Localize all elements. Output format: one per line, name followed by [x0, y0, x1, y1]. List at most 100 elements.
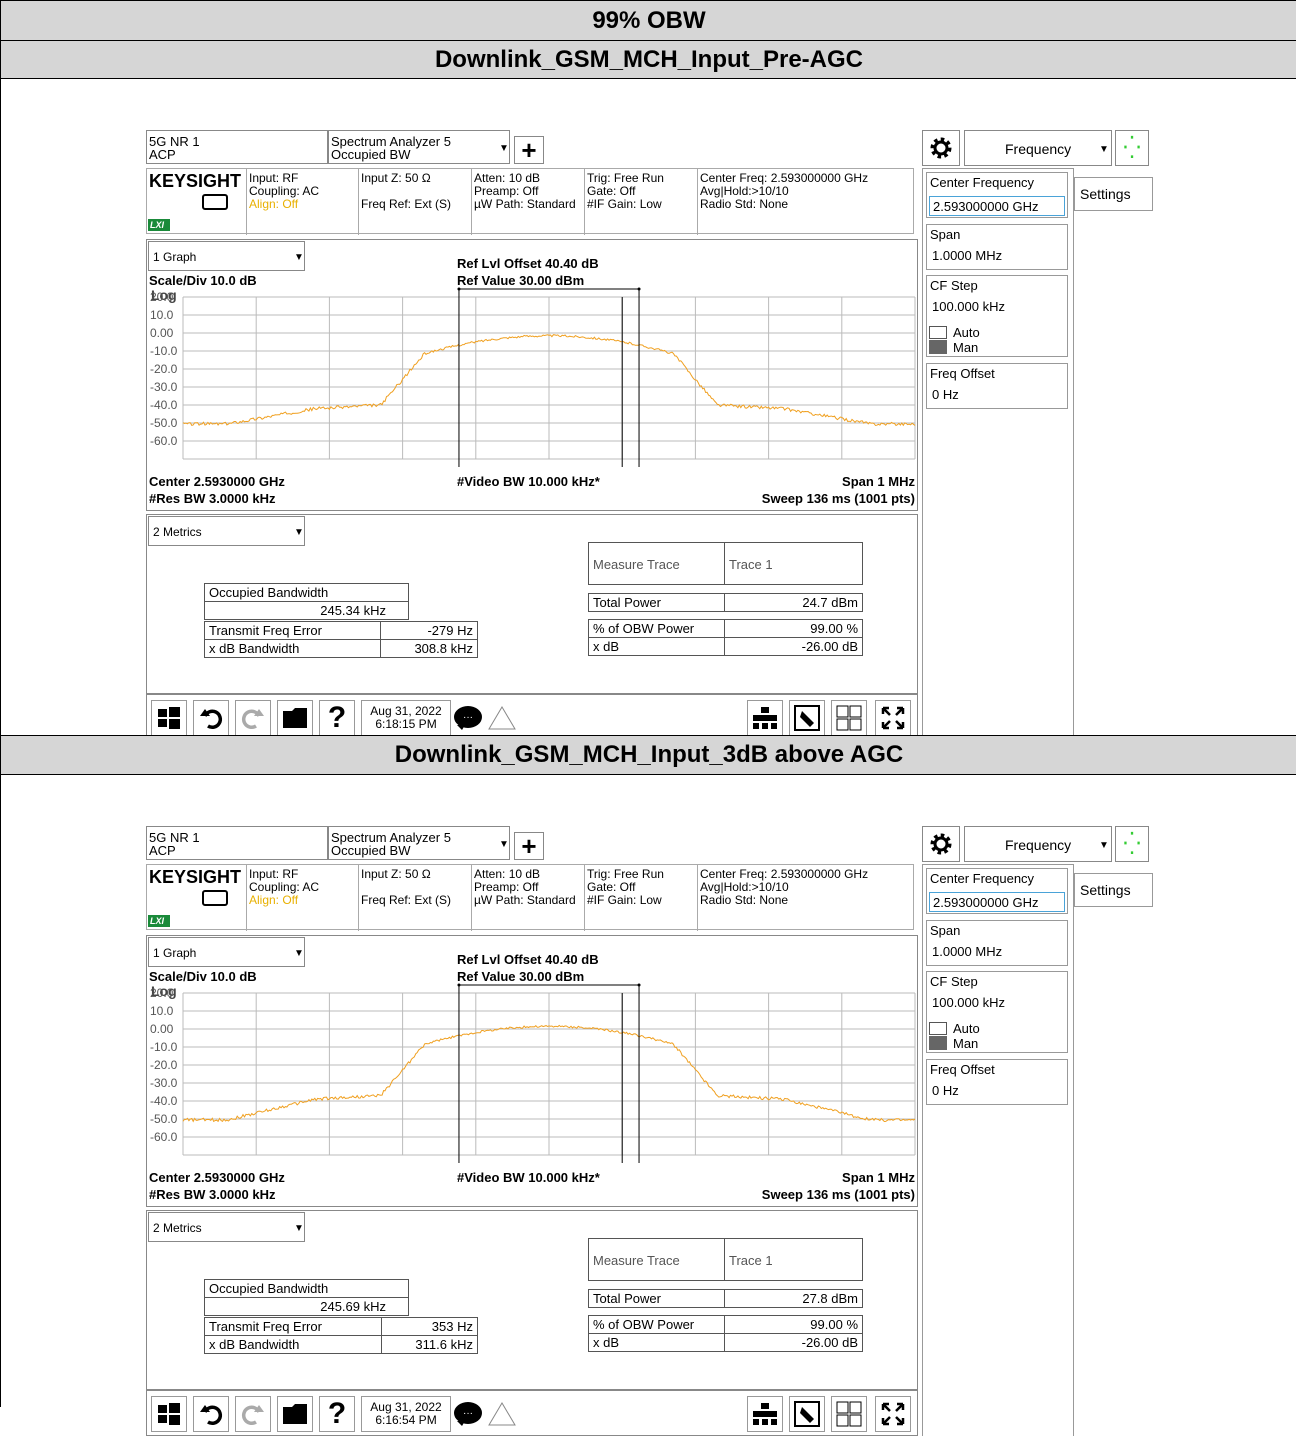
y-tick-label: 0.00	[150, 1022, 174, 1036]
span-key-value: 1.0000 MHz	[932, 248, 1003, 263]
cf-step-key[interactable]: CF Step 100.000 kHz Auto Man	[926, 971, 1068, 1053]
span-label: Span 1 MHz	[842, 1170, 915, 1185]
softkey-panel: Center Frequency 2.593000000 GHz Span 1.…	[922, 168, 1074, 740]
man-radio[interactable]	[929, 1036, 947, 1050]
cf-step-key[interactable]: CF Step 100.000 kHz Auto Man	[926, 275, 1068, 357]
folder-icon[interactable]	[277, 1396, 313, 1432]
mode-tab-obw[interactable]: Spectrum Analyzer 5 Occupied BW ▼	[328, 130, 510, 164]
undo-icon[interactable]	[193, 1396, 229, 1432]
freq-error-table: Transmit Freq Error -279 Hz x dB Bandwidt…	[204, 621, 479, 658]
freq-offset-key[interactable]: Freq Offset 0 Hz	[926, 1059, 1068, 1105]
settings-tab[interactable]: Settings	[1074, 177, 1153, 211]
auto-radio[interactable]	[929, 1022, 947, 1035]
metrics-select-value: 2 Metrics	[153, 1221, 202, 1235]
windows-icon[interactable]	[151, 700, 187, 736]
lxi-badge: LXI	[148, 915, 170, 927]
panel-heading-1: Downlink_GSM_MCH_Input_Pre-AGC	[1, 41, 1296, 79]
y-tick-label: 20.0	[150, 290, 174, 304]
settings-tab[interactable]: Settings	[1074, 873, 1153, 907]
center-frequency-key[interactable]: Center Frequency 2.593000000 GHz	[926, 172, 1068, 218]
chat-icon[interactable]: ···	[453, 1401, 483, 1427]
redo-icon[interactable]	[235, 1396, 271, 1432]
mode-tab-obw[interactable]: Spectrum Analyzer 5 Occupied BW ▼	[328, 826, 510, 860]
mode-tab-acp[interactable]: 5G NR 1 ACP	[146, 826, 328, 860]
span-key-label: Span	[930, 227, 961, 242]
settings-tab-label: Settings	[1080, 186, 1131, 202]
freq-ref-status: Freq Ref: Ext (S)	[361, 893, 452, 907]
keysight-logo: KEYSIGHT	[149, 867, 242, 887]
chevron-down-icon: ▼	[1099, 840, 1109, 851]
y-tick-label: -30.0	[150, 1076, 178, 1090]
center-frequency-input[interactable]: 2.593000000 GHz	[929, 196, 1065, 216]
spectrum-plot[interactable]: 20.0 10.0 0.00 -10.0 -20.0 -30.0 -40.0 -50.0 -60…	[147, 983, 917, 1163]
chevron-down-icon: ▼	[499, 839, 509, 850]
xdb-value: -26.00 dB	[724, 637, 863, 656]
redo-icon[interactable]	[235, 700, 271, 736]
zones-icon[interactable]	[747, 1396, 783, 1432]
span-key[interactable]: Span 1.0000 MHz	[926, 224, 1068, 270]
auto-label: Auto	[953, 1021, 980, 1036]
warning-icon[interactable]	[487, 1401, 517, 1427]
measure-trace-label: Measure Trace	[593, 557, 680, 572]
touch-icon[interactable]	[789, 700, 825, 736]
occupied-bw-value: 245.34 kHz	[204, 601, 409, 620]
settings-gear-button[interactable]	[922, 826, 960, 862]
panel-heading-2: Downlink_GSM_MCH_Input_3dB above AGC	[1, 735, 1296, 775]
center-frequency-input[interactable]: 2.593000000 GHz	[929, 892, 1065, 912]
undo-icon[interactable]	[193, 700, 229, 736]
occupied-bw-table: Occupied Bandwidth 245.34 kHz	[204, 583, 409, 620]
graph-select[interactable]: 1 Graph ▼	[148, 937, 305, 967]
graph-select[interactable]: 1 Graph ▼	[148, 241, 305, 271]
add-tab-button[interactable]: +	[514, 831, 544, 861]
mode-tab-line2: ACP	[149, 147, 176, 162]
center-frequency-label: Center Frequency	[930, 175, 1035, 190]
display-toggle-icon[interactable]	[202, 194, 228, 210]
metrics-select[interactable]: 2 Metrics ▼	[148, 516, 305, 546]
measure-trace-box[interactable]: Measure Trace Trace 1	[588, 1238, 863, 1281]
zones-icon[interactable]	[747, 700, 783, 736]
analyzer-screen: 5G NR 1 ACP Spectrum Analyzer 5 Occupied…	[146, 84, 1156, 740]
menu-select[interactable]: Frequency ▼	[964, 826, 1112, 862]
y-tick-label: -60.0	[150, 1130, 178, 1144]
multi-window-icon[interactable]	[831, 700, 867, 736]
freq-offset-value: 0 Hz	[932, 1083, 959, 1098]
y-tick-label: -20.0	[150, 1058, 178, 1072]
chat-icon[interactable]: ···	[453, 705, 483, 731]
menu-select[interactable]: Frequency ▼	[964, 130, 1112, 166]
taskbar: ? Aug 31, 2022 6:16:54 PM ···	[146, 1390, 918, 1436]
freq-offset-key[interactable]: Freq Offset 0 Hz	[926, 363, 1068, 409]
multi-window-icon[interactable]	[831, 1396, 867, 1432]
folder-icon[interactable]	[277, 700, 313, 736]
settings-gear-button[interactable]	[922, 130, 960, 166]
help-icon[interactable]: ?	[319, 700, 355, 736]
mode-tab-acp[interactable]: 5G NR 1 ACP	[146, 130, 328, 164]
touch-icon[interactable]	[789, 1396, 825, 1432]
help-icon[interactable]: ?	[319, 1396, 355, 1432]
svg-text:···: ···	[463, 1408, 473, 1419]
windows-icon[interactable]	[151, 1396, 187, 1432]
measure-trace-value: Trace 1	[729, 1253, 773, 1268]
res-bw-label: #Res BW 3.0000 kHz	[149, 1187, 276, 1202]
y-tick-label: 10.0	[150, 308, 174, 322]
metrics-select[interactable]: 2 Metrics ▼	[148, 1212, 305, 1242]
align-status: Align: Off	[249, 197, 299, 211]
mode-tab-line1: Spectrum Analyzer 5	[331, 830, 451, 845]
display-toggle-icon[interactable]	[202, 890, 228, 906]
span-key[interactable]: Span 1.0000 MHz	[926, 920, 1068, 966]
video-bw-label: #Video BW 10.000 kHz*	[457, 474, 600, 489]
auto-radio[interactable]	[929, 326, 947, 339]
span-key-label: Span	[930, 923, 961, 938]
add-tab-button[interactable]: +	[514, 135, 544, 165]
warning-icon[interactable]	[487, 705, 517, 731]
man-radio[interactable]	[929, 340, 947, 354]
mode-tab-line1: 5G NR 1	[149, 830, 200, 845]
total-power-value: 27.8 dBm	[724, 1289, 863, 1308]
avg-hold-status: Avg|Hold:>10/10	[700, 184, 789, 198]
spectrum-plot[interactable]: 20.0 10.0 0.00 -10.0 -20.0 -30.0 -40.0 -50.0 -60…	[147, 287, 917, 467]
maximize-icon[interactable]	[875, 700, 911, 736]
maximize-icon[interactable]	[875, 1396, 911, 1432]
measure-trace-box[interactable]: Measure Trace Trace 1	[588, 542, 863, 585]
y-tick-label: -30.0	[150, 380, 178, 394]
center-frequency-key[interactable]: Center Frequency 2.593000000 GHz	[926, 868, 1068, 914]
